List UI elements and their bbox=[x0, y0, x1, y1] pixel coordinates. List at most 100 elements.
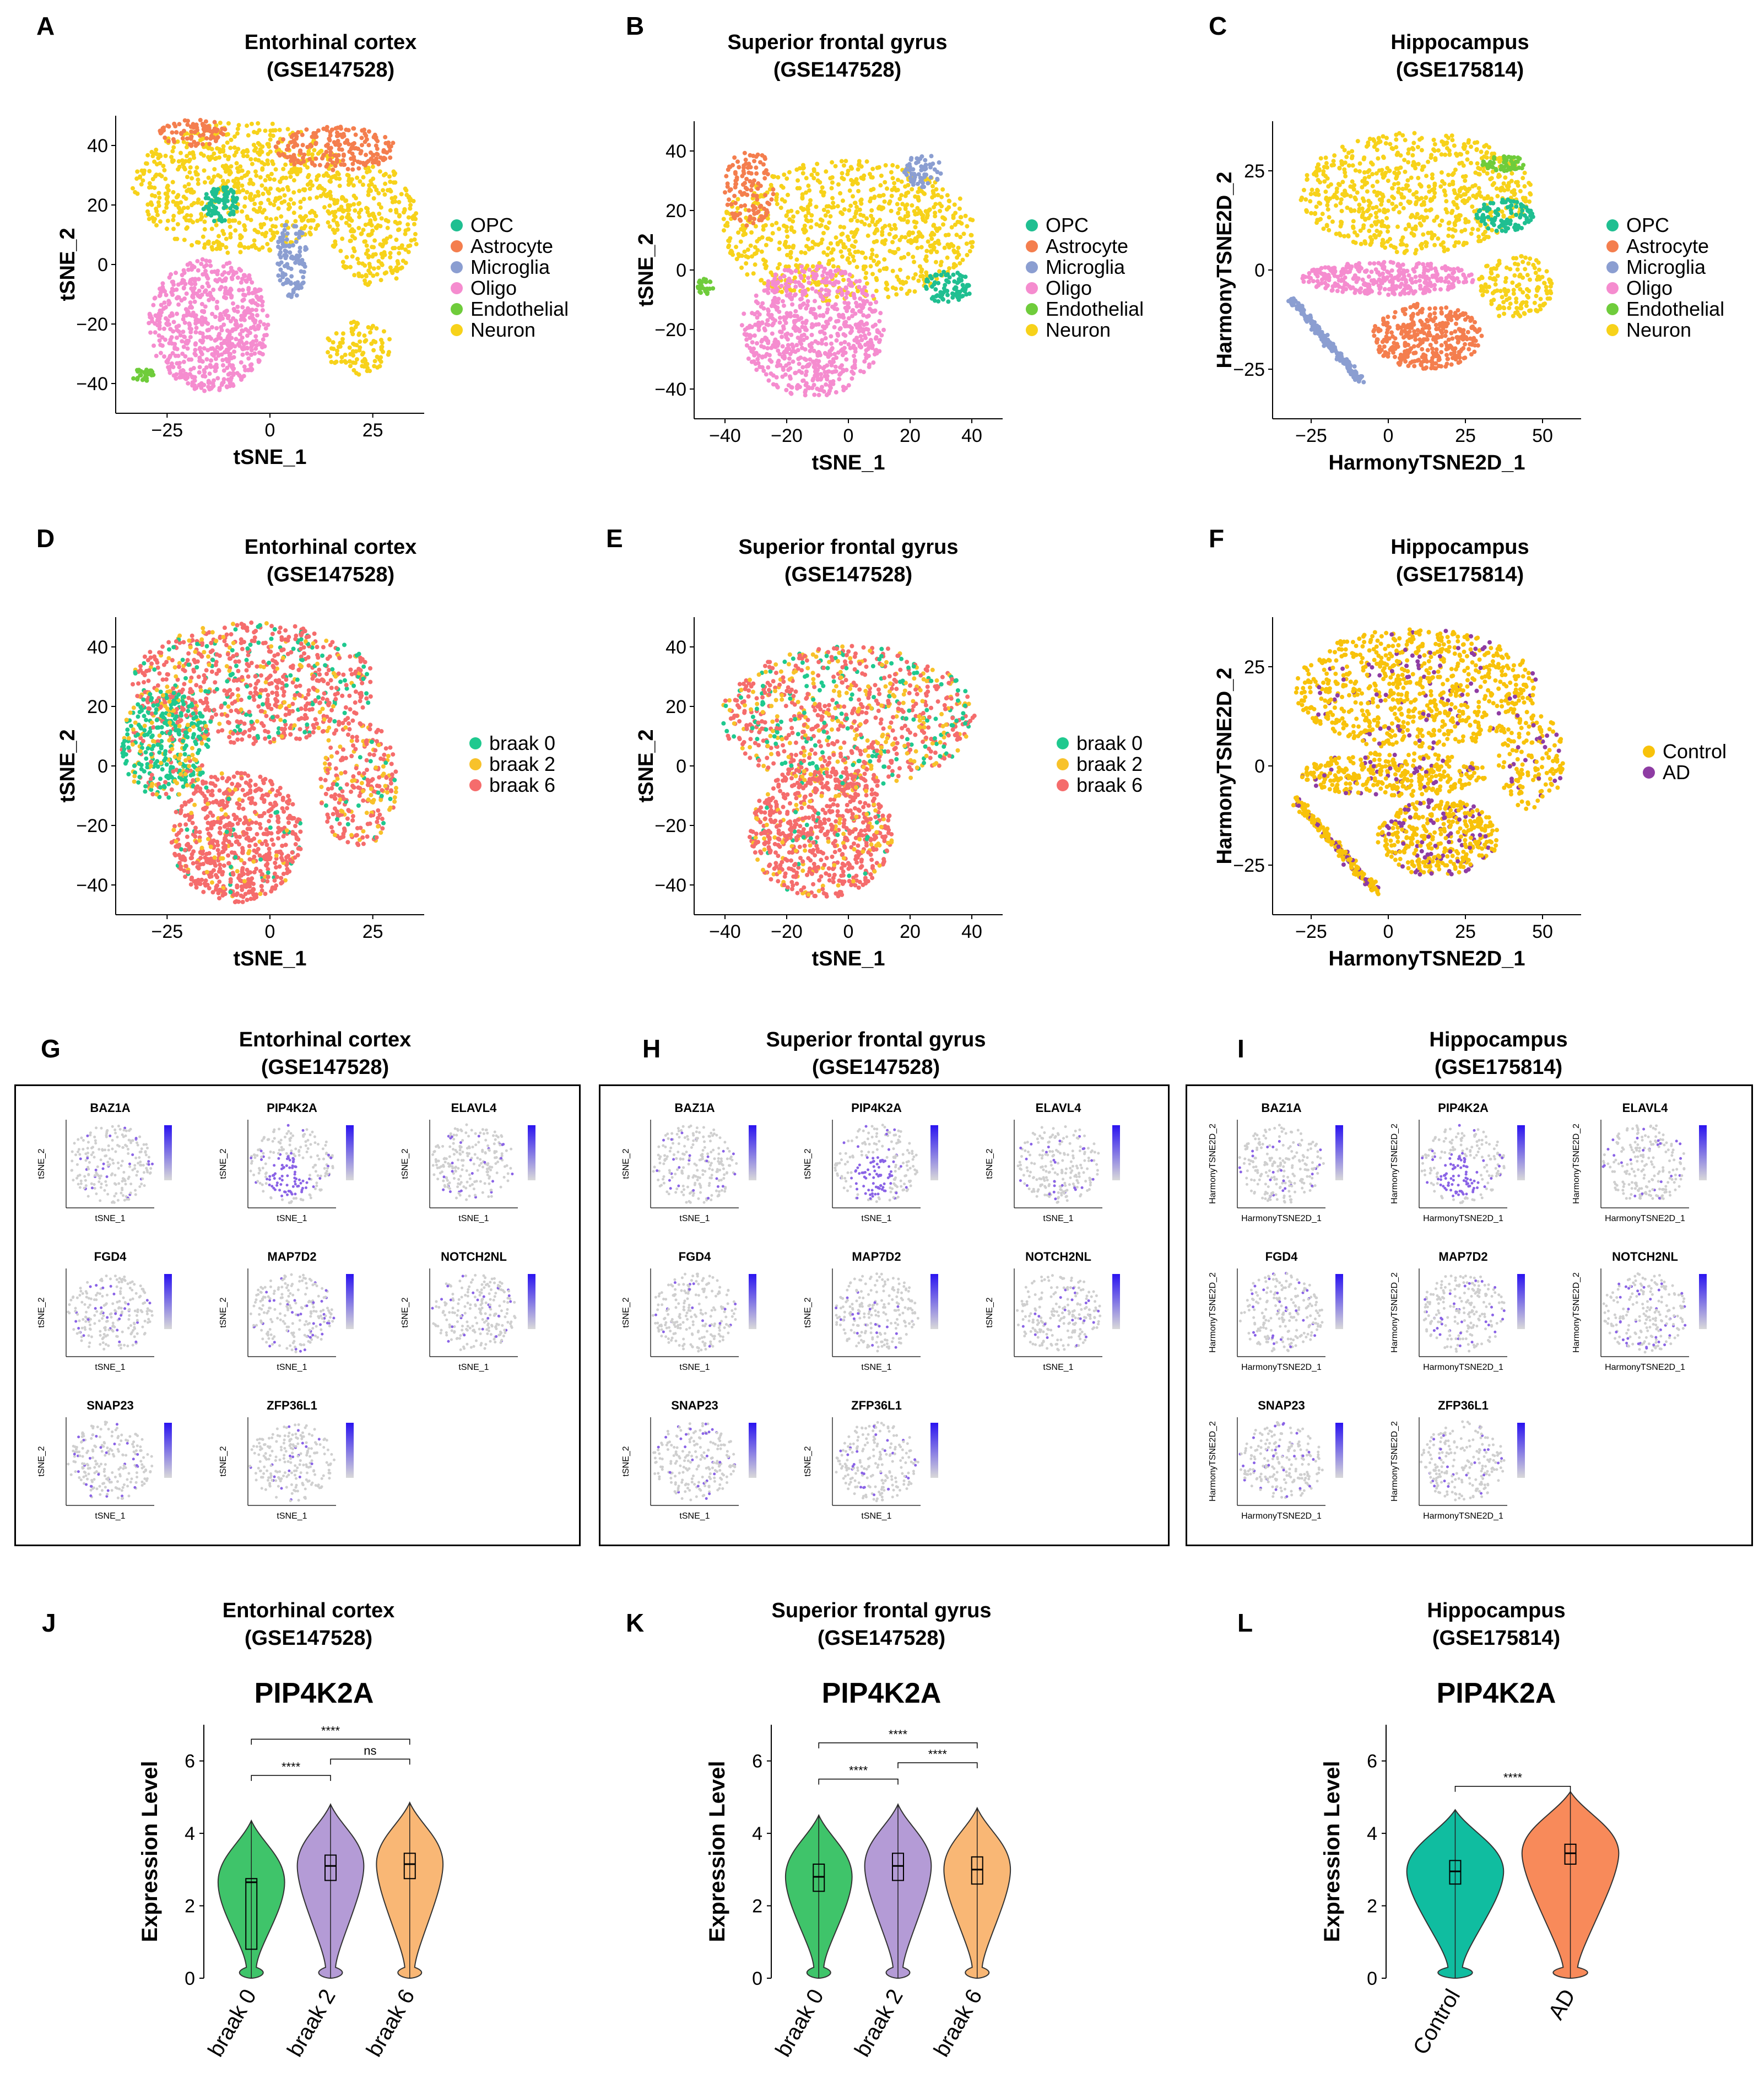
significance-bracket bbox=[897, 1762, 978, 1768]
cluster-diagonal bbox=[1291, 795, 1381, 897]
feature-plot-snap23: SNAP23 tSNE_1 tSNE_2 bbox=[621, 1399, 756, 1521]
gene-title: MAP7D2 bbox=[1438, 1250, 1487, 1264]
x-tick-label: −40 bbox=[709, 921, 741, 942]
y-tick-label: −40 bbox=[654, 875, 686, 896]
legend-dot bbox=[451, 240, 463, 252]
feature-plot-notch2nl: NOTCH2NL tSNE_1 tSNE_2 bbox=[401, 1250, 535, 1372]
x-axis-label: tSNE_1 bbox=[861, 1214, 891, 1223]
x-tick-label: 25 bbox=[362, 420, 383, 441]
y-tick-label: 2 bbox=[1367, 1896, 1377, 1917]
gene-title: SNAP23 bbox=[671, 1399, 718, 1412]
feature-plot-map7d2: MAP7D2 HarmonyTSNE2D_1 HarmonyTSNE2D_2 bbox=[1390, 1250, 1525, 1372]
feature-plot-snap23: SNAP23 HarmonyTSNE2D_1 HarmonyTSNE2D_2 bbox=[1208, 1399, 1343, 1521]
legend-celltype-item: OPC bbox=[1026, 215, 1144, 236]
panel-c-title-line2: (GSE175814) bbox=[1395, 58, 1524, 82]
feature-plot-snap23: SNAP23 tSNE_1 tSNE_2 bbox=[37, 1399, 172, 1521]
color-scale-bar bbox=[346, 1274, 354, 1329]
feature-points bbox=[835, 1421, 919, 1503]
cluster-endothelial bbox=[1480, 154, 1526, 174]
y-axis-label: tSNE_2 bbox=[56, 228, 79, 301]
y-tick-label: 40 bbox=[665, 637, 686, 658]
cluster-endothelial bbox=[695, 277, 716, 296]
legend-dot bbox=[451, 324, 463, 336]
color-scale-bar bbox=[1335, 1274, 1343, 1329]
tsne-plot-a: −25 0 25 40 20 0 −20 −40 tSNE_1 tSNE_2 bbox=[56, 116, 424, 469]
legend-dot bbox=[1057, 758, 1069, 770]
color-scale-bar bbox=[1335, 1423, 1343, 1478]
legend-dot bbox=[451, 219, 463, 231]
x-tick-label: −25 bbox=[151, 921, 183, 942]
y-tick-label: 0 bbox=[1254, 756, 1265, 777]
panel-letter-b: B bbox=[626, 12, 645, 40]
legend-label: AD bbox=[1663, 761, 1691, 784]
y-tick-label: 0 bbox=[676, 260, 686, 281]
legend-celltype-item: Oligo bbox=[451, 278, 569, 299]
x-tick-label: 20 bbox=[900, 425, 921, 446]
legend-dot bbox=[1606, 282, 1619, 294]
x-axis-label: tSNE_1 bbox=[679, 1363, 710, 1372]
y-tick-label: 20 bbox=[87, 697, 108, 717]
legend-dot bbox=[1026, 282, 1038, 294]
color-scale-bar bbox=[749, 1274, 756, 1329]
legend-braak-item: braak 6 bbox=[1057, 775, 1143, 796]
x-tick-label: −25 bbox=[1295, 921, 1327, 942]
gene-title: BAZ1A bbox=[674, 1101, 715, 1115]
x-tick-label: 25 bbox=[1455, 921, 1476, 942]
feature-plot-map7d2: MAP7D2 tSNE_1 tSNE_2 bbox=[219, 1250, 354, 1372]
panel-f-title: Hippocampus (GSE175814) bbox=[1295, 533, 1625, 589]
color-scale-bar bbox=[1699, 1274, 1707, 1329]
legend-dot bbox=[1606, 261, 1619, 273]
legend-label: Neuron bbox=[1626, 318, 1692, 341]
x-tick-label: 20 bbox=[900, 921, 921, 942]
color-scale-bar bbox=[164, 1274, 172, 1329]
y-axis-label: HarmonyTSNE2D_2 bbox=[1208, 1272, 1218, 1353]
feature-plots-i: BAZ1AHarmonyTSNE2D_1HarmonyTSNE2D_2PIP4K… bbox=[1208, 1101, 1707, 1521]
y-tick-label: 6 bbox=[185, 1751, 195, 1772]
feature-box-h bbox=[599, 1084, 1170, 1546]
y-axis-label: tSNE_2 bbox=[401, 1148, 410, 1179]
cluster-oligo bbox=[747, 764, 894, 899]
violin-plot-k: PIP4K2A 0 2 4 6 Expression Level braak 0 braak … bbox=[705, 1677, 1011, 2061]
x-tick-label: −20 bbox=[771, 921, 803, 942]
y-tick-label: 25 bbox=[1244, 657, 1265, 678]
x-tick-label: 0 bbox=[1383, 921, 1394, 942]
panel-a-title-line1: Entorhinal cortex bbox=[244, 31, 417, 54]
feature-plot-notch2nl: NOTCH2NL tSNE_1 tSNE_2 bbox=[985, 1250, 1120, 1372]
legend-dot bbox=[1606, 219, 1619, 231]
y-tick-label: 40 bbox=[665, 141, 686, 162]
panel-f-title-line1: Hippocampus bbox=[1390, 536, 1529, 559]
box-2 bbox=[403, 1853, 416, 1880]
x-tick-label: 0 bbox=[1383, 425, 1394, 446]
feature-points bbox=[249, 1124, 334, 1205]
cluster-right bbox=[1496, 710, 1565, 811]
color-scale-bar bbox=[1112, 1274, 1120, 1329]
panel-letter-e: E bbox=[606, 524, 623, 553]
legend-celltype-item: Microglia bbox=[1026, 257, 1144, 278]
x-tick-label: braak 0 bbox=[771, 1985, 829, 2061]
feature-box-g bbox=[14, 1084, 581, 1546]
cluster-top bbox=[1294, 627, 1538, 751]
feature-plots-h: BAZ1AtSNE_1tSNE_2PIP4K2AtSNE_1tSNE_2ELAV… bbox=[621, 1101, 1120, 1521]
y-axis-label: tSNE_2 bbox=[621, 1297, 631, 1327]
panel-l-title: Hippocampus (GSE175814) bbox=[1331, 1597, 1662, 1652]
feature-plot-fgd4: FGD4 HarmonyTSNE2D_1 HarmonyTSNE2D_2 bbox=[1208, 1250, 1343, 1372]
x-axis-label: tSNE_1 bbox=[277, 1511, 307, 1521]
legend-braak-item: braak 2 bbox=[469, 754, 555, 775]
legend-label: Oligo bbox=[1626, 277, 1673, 299]
feature-points bbox=[1420, 1420, 1506, 1502]
panel-i-title-line2: (GSE175814) bbox=[1434, 1056, 1563, 1079]
feature-points bbox=[835, 1272, 919, 1353]
scatter-points bbox=[721, 644, 977, 899]
x-axis-label: tSNE_1 bbox=[679, 1214, 710, 1223]
legend-label: braak 0 bbox=[1076, 732, 1143, 754]
cluster-astrocyte bbox=[723, 150, 776, 228]
y-tick-label: 20 bbox=[87, 195, 108, 216]
panel-i-title-line1: Hippocampus bbox=[1429, 1028, 1568, 1051]
legend-label: Astrocyte bbox=[470, 235, 554, 257]
y-tick-label: −40 bbox=[76, 374, 108, 395]
panel-e-title: Superior frontal gyrus (GSE147528) bbox=[683, 533, 1014, 589]
gene-title: FGD4 bbox=[1265, 1250, 1298, 1264]
y-axis-label: HarmonyTSNE2D_2 bbox=[1572, 1124, 1581, 1204]
legend-dot bbox=[451, 261, 463, 273]
feature-plot-baz1a: BAZ1A tSNE_1 tSNE_2 bbox=[37, 1101, 172, 1223]
